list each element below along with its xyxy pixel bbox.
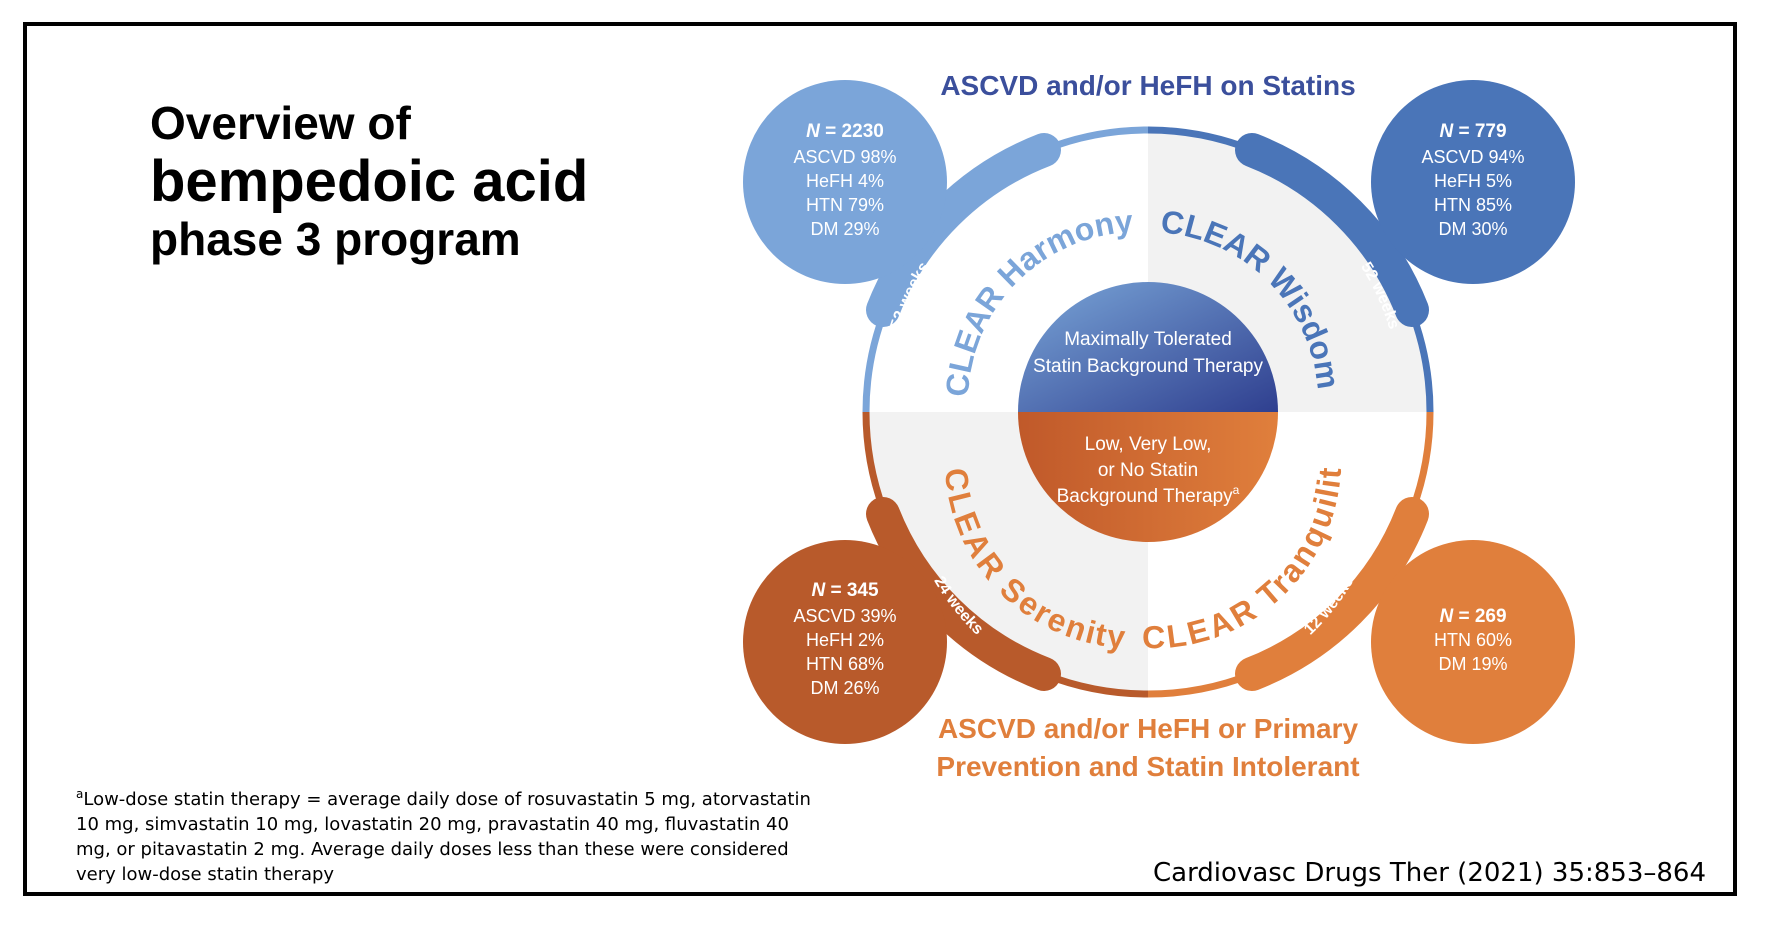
center-bottom-line-3: Background Therapya [1057,483,1240,507]
harmony-stats-circle: N = 2230 ASCVD 98% HeFH 4% HTN 79% DM 29… [743,80,947,284]
wisdom-stat-1: ASCVD 94% [1421,147,1524,167]
wisdom-stats-circle: N = 779 ASCVD 94% HeFH 5% HTN 85% DM 30% [1371,80,1575,284]
center-top-half [1018,282,1278,412]
bottom-population-label-2: Prevention and Statin Intolerant [936,751,1359,782]
tranquility-stat-1: HTN 60% [1434,630,1512,650]
footnote-text: Low-dose statin therapy = average daily … [76,789,811,885]
serenity-duration-band [866,497,1061,691]
center-top-line-1: Maximally Tolerated [1064,329,1232,350]
harmony-duration-band [866,133,1061,327]
center-bottom-line-1: Low, Very Low, [1085,434,1212,455]
wisdom-stat-4: DM 30% [1438,219,1507,239]
tranquility-stats-circle: N = 269 HTN 60% DM 19% [1371,540,1575,744]
footnote: aLow-dose statin therapy = average daily… [76,782,816,887]
harmony-stat-4: DM 29% [810,219,879,239]
top-population-label: ASCVD and/or HeFH on Statins [940,70,1355,101]
harmony-stat-3: HTN 79% [806,195,884,215]
slide-title: Overview of bempedoic acid phase 3 progr… [150,97,589,266]
serenity-stats-circle: N = 345 ASCVD 39% HeFH 2% HTN 68% DM 26% [743,540,947,744]
tranquility-n: N = 269 [1439,606,1506,627]
serenity-stat-1: ASCVD 39% [793,606,896,626]
serenity-stat-3: HTN 68% [806,654,884,674]
serenity-stat-4: DM 26% [810,678,879,698]
harmony-stat-1: ASCVD 98% [793,147,896,167]
wisdom-n: N = 779 [1439,121,1506,142]
serenity-stat-2: HeFH 2% [806,630,884,650]
title-line-1: Overview of [150,97,411,149]
bottom-population-label-1: ASCVD and/or HeFH or Primary [938,713,1359,744]
footnote-marker: a [76,787,84,801]
wisdom-stat-3: HTN 85% [1434,195,1512,215]
harmony-stat-2: HeFH 4% [806,171,884,191]
center-bottom-line-2: or No Statin [1098,460,1198,481]
wisdom-stat-2: HeFH 5% [1434,171,1512,191]
center-top-line-2: Statin Background Therapy [1033,356,1263,377]
tranquility-stat-2: DM 19% [1438,654,1507,674]
tranquility-duration-band [1235,497,1429,691]
wisdom-duration-band [1235,133,1429,327]
center-bottom-half [1018,412,1278,542]
title-line-3: phase 3 program [150,213,521,266]
citation: Cardiovasc Drugs Ther (2021) 35:853–864 [1152,858,1706,888]
serenity-n: N = 345 [811,580,879,601]
title-line-2: bempedoic acid [150,148,589,214]
harmony-n: N = 2230 [806,121,884,142]
